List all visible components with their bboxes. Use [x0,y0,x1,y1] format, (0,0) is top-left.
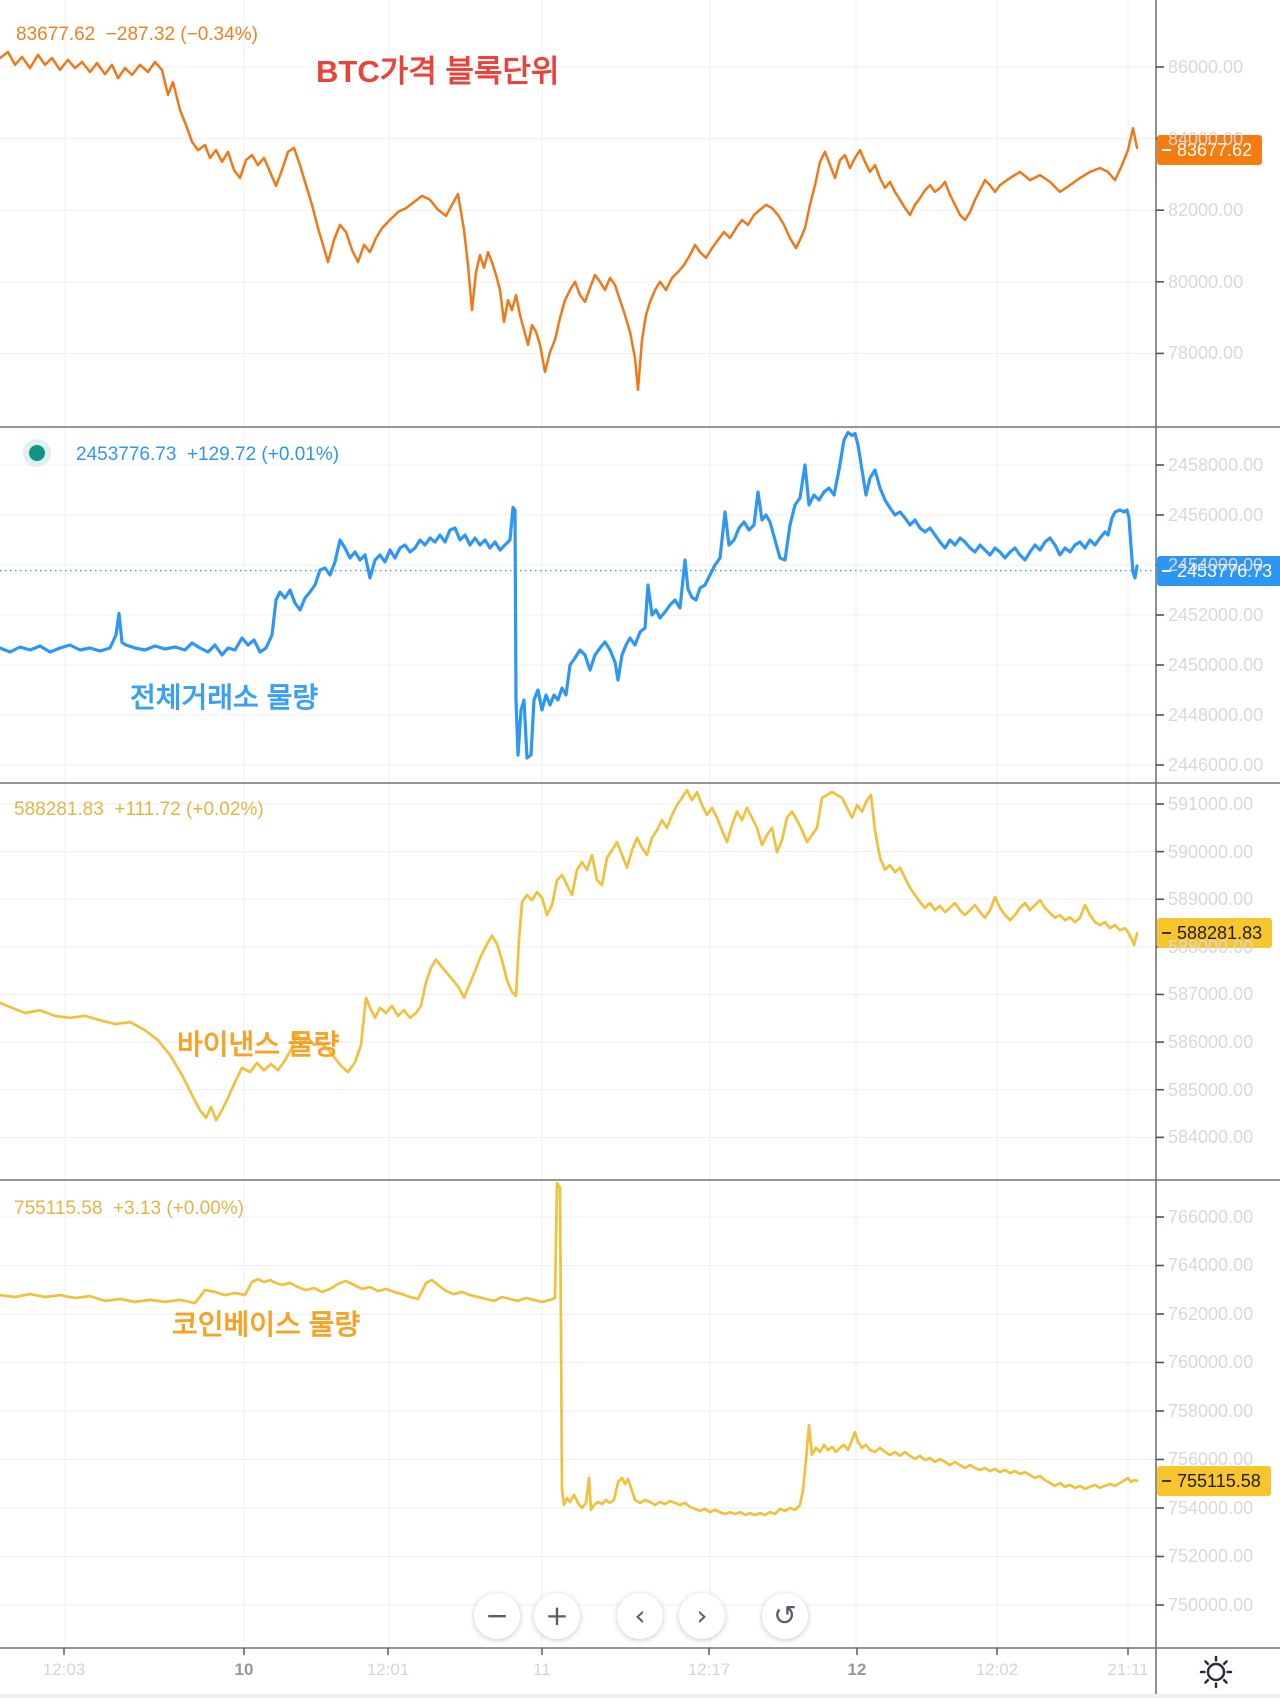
y-axis-tick-label: 585000.00 [1168,1079,1254,1100]
y-axis-tick-label: 584000.00 [1168,1127,1254,1148]
badge-tick-dash [1162,1479,1171,1482]
panel1-last-price-badge: 83677.62 [1157,135,1263,166]
panel4-annotation-coinbase: 코인베이스 물량 [172,1309,361,1340]
panel4-last-value-badge: 755115.58 [1157,1465,1271,1496]
panel1-btc-price-header: 83677.62 −287.32 (−0.34%) [16,24,258,45]
y-axis-tick-label: 758000.00 [1168,1400,1254,1421]
y-axis-tick-label: 586000.00 [1168,1032,1254,1053]
y-axis-tick-label: 2458000.00 [1168,455,1264,475]
y-axis-tick-label: 766000.00 [1168,1207,1254,1227]
pan-right-button[interactable]: › [679,1593,725,1639]
time-axis-label: 11 [533,1660,551,1679]
y-axis-tick-label: 752000.00 [1168,1546,1254,1567]
panel2-annotation-total-exchange: 전체거래소 물량 [130,682,319,713]
panel4-coinbase-volume-header: 755115.58 +3.13 (+0.00%) [14,1198,244,1219]
badge-tick-dash [1162,569,1171,572]
panel3-last-value-badge: 588281.83 [1157,918,1273,949]
bottom-edge-strip [0,1694,1280,1698]
panel2-total-volume-header: 2453776.73 +129.72 (+0.01%) [76,444,340,465]
y-axis-tick-label: 754000.00 [1168,1497,1254,1518]
y-axis-tick-label: 2454000.00 [1168,555,1264,575]
badge-value: 755115.58 [1177,1470,1261,1491]
y-axis-tick-label: 78000.00 [1168,343,1244,364]
series-status-dot [29,445,45,461]
y-axis-tick-label: 591000.00 [1168,794,1254,814]
y-axis-tick-label: 590000.00 [1168,841,1254,862]
panel3-binance-volume-header: 588281.83 +111.72 (+0.02%) [14,799,264,820]
badge-value: 2453776.73 [1177,560,1273,581]
price-line-series-0 [0,50,1139,392]
y-axis-tick-label: 589000.00 [1168,889,1254,910]
badge-tick-dash [1162,149,1171,152]
y-axis-tick-label: 760000.00 [1168,1352,1254,1373]
y-axis-tick-label: 764000.00 [1168,1255,1254,1276]
zoom-out-button[interactable]: − [474,1593,520,1639]
time-axis-label: 12:03 [42,1660,86,1679]
y-axis-tick-label: 588000.00 [1168,936,1254,957]
badge-value: 588281.83 [1177,923,1263,944]
time-axis-label: 12 [847,1660,867,1679]
y-axis-tick-label: 80000.00 [1168,271,1244,292]
reset-view-button[interactable]: ↺ [762,1593,808,1639]
price-line-series-3 [0,1181,1139,1517]
y-axis-tick-label: 2446000.00 [1168,755,1264,775]
y-axis-tick-label: 84000.00 [1168,128,1244,149]
time-axis-label: 21:11 [1107,1660,1149,1679]
price-line-series-1 [0,430,1139,760]
y-axis-tick-label: 762000.00 [1168,1303,1254,1324]
y-axis-tick-label: 2452000.00 [1168,605,1264,625]
badge-tick-dash [1162,932,1171,935]
time-axis-label: 12:17 [687,1660,731,1679]
y-axis-tick-label: 2456000.00 [1168,505,1264,525]
zoom-in-button[interactable]: + [534,1593,580,1639]
time-axis-label: 12:02 [975,1660,1019,1679]
time-axis-label: 10 [234,1660,254,1679]
time-axis-label: 12:01 [366,1660,410,1679]
y-axis-tick-label: 2448000.00 [1168,705,1264,725]
badge-value: 83677.62 [1177,140,1253,161]
y-axis-tick-label: 86000.00 [1168,56,1244,77]
panel1-annotation-btc-price: BTC가격 블록단위 [316,54,560,89]
y-axis-tick-label: 2450000.00 [1168,655,1264,675]
price-line-series-2 [0,788,1139,1122]
y-axis-tick-label: 750000.00 [1168,1594,1254,1615]
panel2-last-value-badge: 2453776.73 [1157,555,1280,586]
y-axis-tick-label: 756000.00 [1168,1449,1254,1470]
pan-left-button[interactable]: ‹ [617,1593,663,1639]
axis-settings-gear-icon[interactable] [1198,1654,1234,1690]
panel3-annotation-binance: 바이낸스 물량 [177,1029,340,1060]
y-axis-tick-label: 82000.00 [1168,200,1244,221]
y-axis-tick-label: 587000.00 [1168,984,1254,1005]
